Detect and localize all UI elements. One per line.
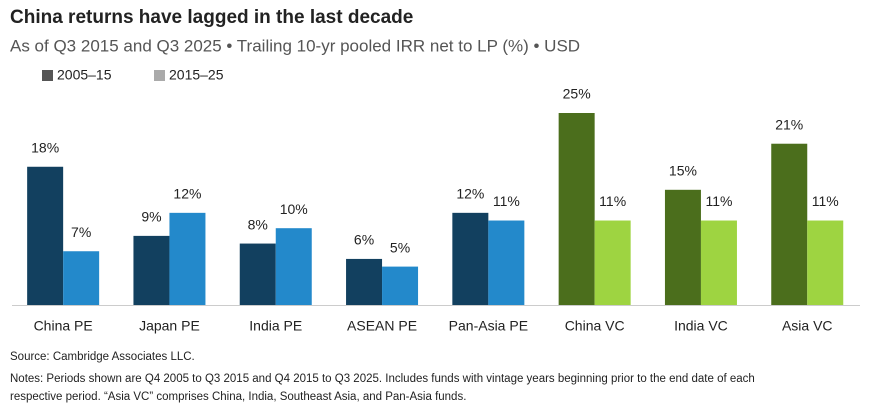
bar — [488, 220, 525, 305]
value-label: 21% — [775, 116, 803, 132]
note-line: respective period. “Asia VC” comprises C… — [10, 391, 466, 403]
bar — [700, 220, 737, 305]
bar — [807, 220, 844, 305]
bar — [346, 258, 383, 305]
source: Source: Cambridge Associates LLC. — [10, 351, 195, 363]
legend-label: 2005–15 — [57, 67, 112, 83]
value-label: 7% — [71, 224, 91, 240]
value-label: 15% — [669, 163, 697, 179]
chart-title: China returns have lagged in the last de… — [10, 7, 413, 28]
bar — [169, 212, 206, 305]
bar — [594, 220, 631, 305]
chart-subtitle: As of Q3 2015 and Q3 2025 • Trailing 10-… — [10, 36, 580, 55]
value-label: 11% — [812, 193, 839, 209]
bar — [275, 228, 312, 305]
bar — [771, 143, 808, 305]
legend-swatch — [154, 70, 165, 81]
value-label: 8% — [248, 216, 268, 232]
note-line: Notes: Periods shown are Q4 2005 to Q3 2… — [10, 373, 755, 385]
x-tick-label: Pan-Asia PE — [449, 318, 528, 334]
value-label: 11% — [493, 193, 520, 209]
x-tick-label: Asia VC — [782, 318, 833, 334]
value-label: 25% — [563, 86, 591, 102]
x-tick-label: ASEAN PE — [347, 318, 417, 334]
x-tick-label: Japan PE — [139, 318, 200, 334]
bar — [558, 113, 595, 305]
bar — [452, 212, 489, 305]
bar — [63, 251, 100, 305]
x-tick-label: India PE — [249, 318, 302, 334]
bar — [382, 266, 419, 305]
bar — [27, 166, 64, 305]
value-label: 6% — [354, 232, 374, 248]
value-label: 12% — [173, 186, 201, 202]
value-label: 9% — [141, 209, 161, 225]
x-tick-label: China PE — [34, 318, 93, 334]
value-label: 10% — [280, 201, 308, 217]
x-tick-label: China VC — [565, 318, 625, 334]
value-label: 5% — [390, 239, 410, 255]
value-label: 11% — [599, 193, 626, 209]
bar — [664, 189, 701, 305]
value-label: 11% — [705, 193, 732, 209]
bar — [133, 235, 170, 305]
legend-label: 2015–25 — [169, 67, 224, 83]
x-tick-label: India VC — [674, 318, 728, 334]
legend-swatch — [42, 70, 53, 81]
value-label: 18% — [31, 139, 59, 155]
bar — [239, 243, 276, 305]
value-label: 12% — [456, 186, 484, 202]
